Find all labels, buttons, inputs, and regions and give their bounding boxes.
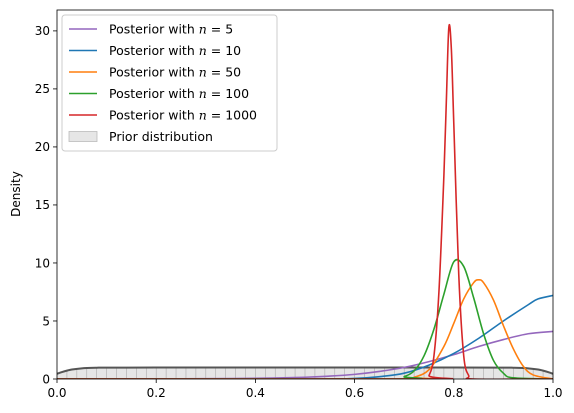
series-line-4: [57, 23, 553, 379]
x-tick-label: 0.4: [246, 386, 265, 400]
legend-label-3: Posterior with n = 100: [109, 86, 249, 101]
y-tick-label: 10: [35, 256, 50, 270]
legend-label-1: Posterior with n = 10: [109, 43, 241, 58]
x-tick-label: 0.0: [47, 386, 66, 400]
y-tick-label: 20: [35, 140, 50, 154]
y-tick-label: 5: [42, 314, 50, 328]
y-tick-label: 25: [35, 82, 50, 96]
legend-label-2: Posterior with n = 50: [109, 65, 241, 80]
legend-label-0: Posterior with n = 5: [109, 22, 233, 37]
x-tick-label: 1.0: [543, 386, 562, 400]
prior-curve: [57, 366, 553, 375]
plot-frame: [56, 9, 554, 380]
x-tick-label: 0.8: [444, 386, 463, 400]
y-tick-label: 30: [35, 24, 50, 38]
legend-swatch-prior: [68, 131, 98, 142]
x-tick-label: 0.6: [345, 386, 364, 400]
x-tick-label: 0.2: [147, 386, 166, 400]
legend-label-prior: Prior distribution: [109, 129, 213, 144]
y-tick-label: 0: [42, 372, 50, 386]
y-axis-label: Density: [9, 171, 23, 217]
legend-box: [61, 14, 278, 152]
legend-label-4: Posterior with n = 1000: [109, 108, 257, 123]
y-tick-label: 15: [35, 198, 50, 212]
